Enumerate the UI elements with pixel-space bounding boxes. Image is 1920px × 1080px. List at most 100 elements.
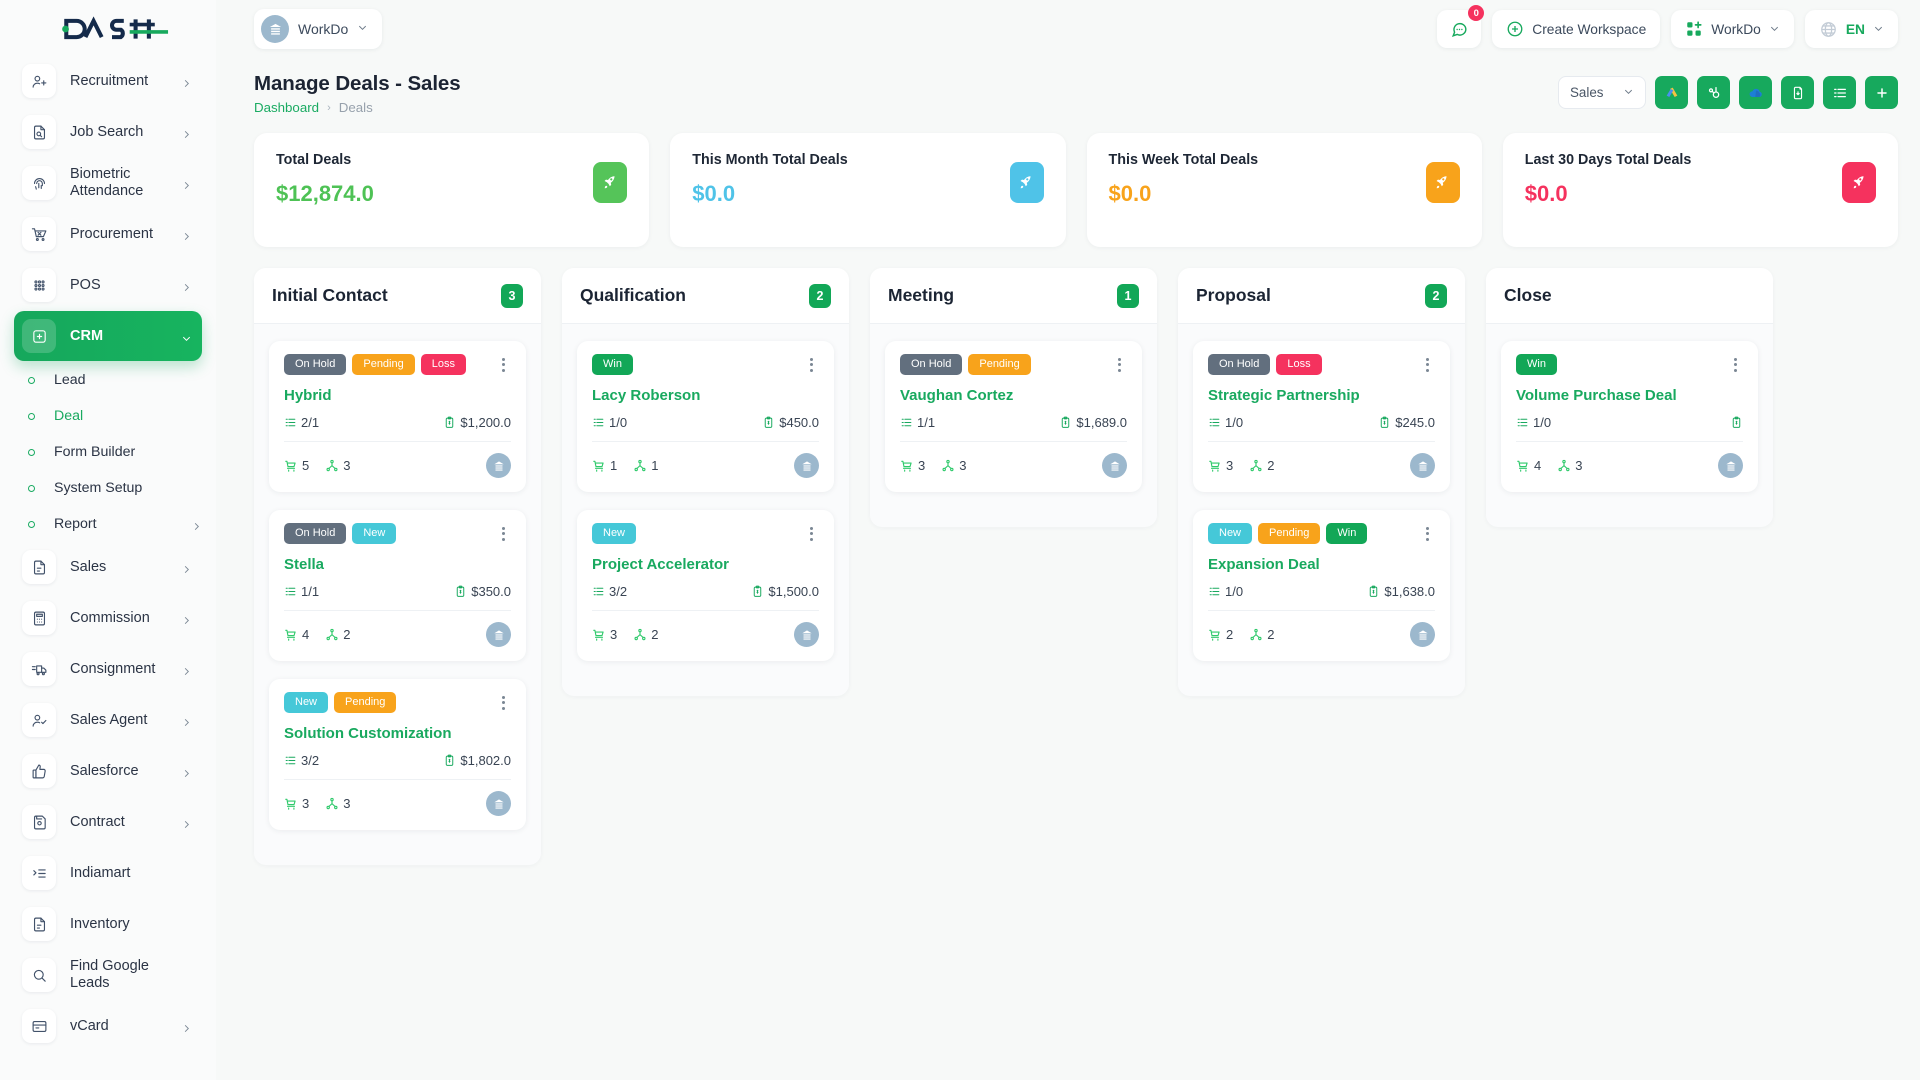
sidebar-item-label: POS (70, 276, 101, 293)
sidebar-item-commission[interactable]: Commission (14, 593, 202, 643)
card-menu-button[interactable] (1111, 356, 1127, 374)
google-ads-button[interactable] (1655, 76, 1688, 109)
sidebar-item-contract[interactable]: Contract (14, 797, 202, 847)
avatar[interactable] (1102, 453, 1127, 478)
deal-card[interactable]: New Pending Win Expansion Deal 1/0 $1,638.0 2 2 (1193, 510, 1450, 661)
status-badge[interactable]: Loss (1276, 354, 1322, 375)
avatar[interactable] (794, 453, 819, 478)
sidebar-subitem-lead[interactable]: Lead (14, 362, 202, 398)
card-menu-button[interactable] (803, 525, 819, 543)
status-badge[interactable]: Pending (1258, 523, 1321, 544)
card-menu-button[interactable] (495, 694, 511, 712)
status-badge[interactable]: Pending (352, 354, 415, 375)
sidebar-item-consignment[interactable]: Consignment (14, 644, 202, 694)
deal-card[interactable]: Win Volume Purchase Deal 1/0 4 3 (1501, 341, 1758, 492)
sidebar-item-indiamart[interactable]: Indiamart (14, 848, 202, 898)
deal-name[interactable]: Hybrid (284, 387, 332, 404)
sidebar-item-salesforce[interactable]: Salesforce (14, 746, 202, 796)
sidebar-item-job-search[interactable]: Job Search (14, 107, 202, 157)
sidebar-item-pos[interactable]: POS (14, 260, 202, 310)
avatar[interactable] (1410, 453, 1435, 478)
breadcrumb-dashboard[interactable]: Dashboard (254, 100, 320, 115)
sidebar-item-sales-agent[interactable]: Sales Agent (14, 695, 202, 745)
add-deal-button[interactable] (1865, 76, 1898, 109)
status-badge[interactable]: Pending (334, 692, 397, 713)
deal-name[interactable]: Lacy Roberson (592, 387, 701, 404)
file-import-icon (1793, 86, 1802, 99)
sidebar-item-sales[interactable]: Sales (14, 542, 202, 592)
import-file-button[interactable] (1781, 76, 1814, 109)
deal-card[interactable]: New Project Accelerator 3/2 $1,500.0 3 2 (577, 510, 834, 661)
create-workspace-button[interactable]: Create Workspace (1492, 10, 1661, 48)
avatar[interactable] (794, 622, 819, 647)
card-menu-button[interactable] (803, 356, 819, 374)
card-menu-button[interactable] (1419, 525, 1435, 543)
sidebar-item-procurement[interactable]: Procurement (14, 209, 202, 259)
sidebar-item-vcard[interactable]: vCard (14, 1001, 202, 1051)
status-badge[interactable]: New (1208, 523, 1253, 544)
status-badge[interactable]: Win (1516, 354, 1557, 375)
sidebar-subitem-system-setup[interactable]: System Setup (14, 470, 202, 506)
workspace-selector[interactable]: WorkDo (1671, 10, 1794, 48)
avatar[interactable] (1718, 453, 1743, 478)
building-avatar (261, 15, 289, 43)
sidebar-item-recruitment[interactable]: Recruitment (14, 56, 202, 106)
sidebar-item-find-google-leads[interactable]: Find Google Leads (14, 950, 202, 1000)
sidebar-subitem-report[interactable]: Report (14, 506, 202, 542)
list-view-button[interactable] (1823, 76, 1856, 109)
task-count-value: 2/1 (301, 415, 320, 430)
bullet-icon (28, 376, 35, 384)
sidebar-item-biometric-attendance[interactable]: Biometric Attendance (14, 158, 202, 208)
status-badge[interactable]: New (352, 523, 397, 544)
cloud-sync-button[interactable] (1739, 76, 1772, 109)
deal-card[interactable]: On Hold Pending Vaughan Cortez 1/1 $1,689.0 3… (885, 341, 1142, 492)
status-badge[interactable]: Win (592, 354, 633, 375)
card-menu-button[interactable] (1727, 356, 1743, 374)
chat-button[interactable]: 0 (1437, 5, 1485, 48)
status-badge[interactable]: On Hold (284, 523, 347, 544)
deal-name[interactable]: Solution Customization (284, 725, 452, 742)
kanban-column-title: Close (1504, 285, 1552, 305)
avatar[interactable] (1410, 622, 1435, 647)
dash-logo-icon (62, 16, 169, 40)
status-badge[interactable]: New (592, 523, 637, 544)
deal-card[interactable]: Win Lacy Roberson 1/0 $450.0 1 1 (577, 341, 834, 492)
deal-card[interactable]: On Hold Pending Loss Hybrid 2/1 $1,200.0 5 3 (269, 341, 526, 492)
deal-name[interactable]: Project Accelerator (592, 556, 730, 573)
workspace-switcher[interactable]: WorkDo (254, 9, 383, 49)
app-logo[interactable] (0, 0, 216, 58)
status-badge[interactable]: On Hold (900, 354, 963, 375)
status-badge[interactable]: On Hold (284, 354, 347, 375)
avatar[interactable] (486, 453, 511, 478)
deal-name[interactable]: Volume Purchase Deal (1516, 387, 1677, 404)
deal-name[interactable]: Expansion Deal (1208, 556, 1320, 573)
deal-name[interactable]: Vaughan Cortez (900, 387, 1014, 404)
sidebar-subitem-deal[interactable]: Deal (14, 398, 202, 434)
deal-name[interactable]: Stella (284, 556, 325, 573)
pipeline-select[interactable]: Sales (1558, 76, 1646, 109)
deal-card[interactable]: On Hold New Stella 1/1 $350.0 4 2 (269, 510, 526, 661)
deal-card[interactable]: On Hold Loss Strategic Partnership 1/0 $245.… (1193, 341, 1450, 492)
avatar[interactable] (486, 622, 511, 647)
status-badge[interactable]: Pending (968, 354, 1031, 375)
sidebar-item-crm[interactable]: CRM (14, 311, 202, 361)
sidebar-item-label: Job Search (70, 123, 144, 140)
status-badge[interactable]: New (284, 692, 329, 713)
product-count: 1 (592, 458, 617, 473)
card-menu-button[interactable] (1419, 356, 1435, 374)
card-menu-button[interactable] (495, 356, 511, 374)
status-badge[interactable]: On Hold (1208, 354, 1271, 375)
avatar[interactable] (486, 791, 511, 816)
deal-card[interactable]: New Pending Solution Customization 3/2 $1,80… (269, 679, 526, 830)
language-selector[interactable]: EN (1804, 10, 1898, 48)
deal-amount: $1,500.0 (751, 584, 819, 599)
sidebar-subitem-form-builder[interactable]: Form Builder (14, 434, 202, 470)
card-menu-button[interactable] (495, 525, 511, 543)
status-badge[interactable]: Win (1326, 523, 1368, 544)
product-count-value: 3 (302, 796, 310, 811)
deal-name[interactable]: Strategic Partnership (1208, 387, 1360, 404)
hubspot-button[interactable] (1697, 76, 1730, 109)
status-badge[interactable]: Loss (420, 354, 466, 375)
sidebar-item-inventory[interactable]: Inventory (14, 899, 202, 949)
source-count: 2 (1249, 458, 1274, 473)
